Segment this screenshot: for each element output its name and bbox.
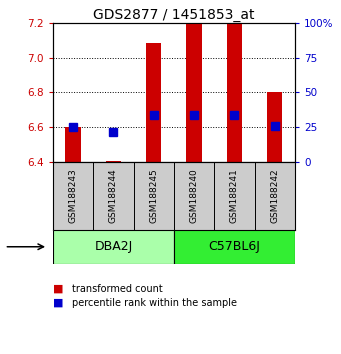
Text: DBA2J: DBA2J bbox=[94, 240, 133, 253]
Text: GSM188245: GSM188245 bbox=[149, 169, 158, 223]
Text: GSM188240: GSM188240 bbox=[190, 169, 198, 223]
Title: GDS2877 / 1451853_at: GDS2877 / 1451853_at bbox=[93, 8, 255, 22]
Text: transformed count: transformed count bbox=[72, 284, 162, 293]
Bar bbox=[146, 43, 161, 162]
Bar bbox=[187, 23, 202, 162]
Bar bbox=[53, 230, 174, 264]
Text: ■: ■ bbox=[53, 298, 63, 308]
Bar bbox=[174, 230, 295, 264]
Text: percentile rank within the sample: percentile rank within the sample bbox=[72, 298, 237, 308]
Text: GSM188242: GSM188242 bbox=[270, 169, 279, 223]
Text: GSM188244: GSM188244 bbox=[109, 169, 118, 223]
Bar bbox=[227, 23, 242, 162]
Text: GSM188243: GSM188243 bbox=[69, 169, 77, 223]
Text: ■: ■ bbox=[53, 284, 63, 293]
Text: GSM188241: GSM188241 bbox=[230, 169, 239, 223]
Bar bbox=[267, 92, 282, 162]
Bar bbox=[65, 127, 81, 162]
Text: C57BL6J: C57BL6J bbox=[208, 240, 261, 253]
Bar bbox=[106, 161, 121, 162]
